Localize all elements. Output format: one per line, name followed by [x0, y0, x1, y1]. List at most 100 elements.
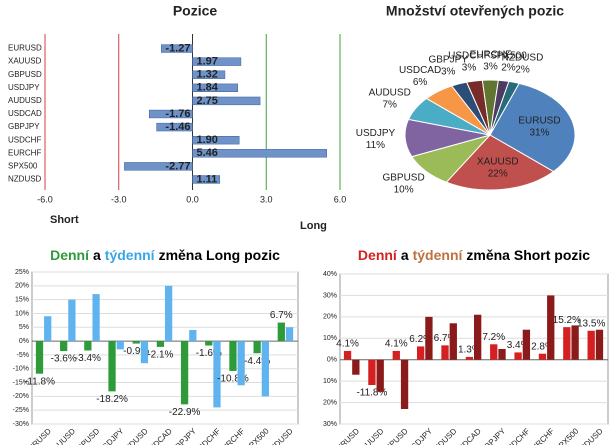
- bar: [498, 349, 506, 360]
- bar: [538, 353, 547, 360]
- slice-label: SPX500: [490, 50, 527, 61]
- slice-value: 2%: [515, 64, 530, 75]
- y-tick-label: -10%: [13, 366, 29, 373]
- x-tick-label: USDCHF: [192, 426, 222, 445]
- title-part: změna Long pozic: [159, 247, 281, 263]
- y-tick-label: -20%: [13, 393, 29, 400]
- bar: [92, 294, 100, 342]
- slice-value: 2%: [501, 62, 516, 73]
- bar: [261, 341, 269, 397]
- slice-value: 3%: [441, 66, 456, 77]
- chart-title: Množství otevřených pozic: [386, 3, 564, 19]
- slice-value: 3%: [462, 63, 477, 74]
- value-label: -1.46: [165, 121, 190, 133]
- bar: [522, 329, 531, 360]
- value-label: -3.6%: [51, 354, 77, 365]
- value-label: 15.2%: [553, 315, 581, 326]
- bar: [192, 70, 226, 79]
- value-label: 1.84: [197, 82, 219, 94]
- bar: [68, 299, 76, 342]
- title-part: Denní: [50, 247, 90, 263]
- slice-label: GBPUSD: [382, 172, 424, 183]
- chart-title: Denní a týdenní změna Long pozic: [50, 247, 280, 263]
- bar: [60, 341, 68, 352]
- bar: [180, 341, 189, 405]
- y-tick-label: GBPUSD: [8, 70, 42, 79]
- title-part: a: [93, 247, 101, 263]
- bar: [352, 359, 360, 375]
- y-tick-label: 0%: [19, 338, 29, 345]
- value-label: 1.97: [197, 56, 218, 68]
- bar: [392, 350, 400, 360]
- bar: [547, 295, 555, 360]
- y-tick-label: 20%: [323, 314, 337, 321]
- value-label: 13.5%: [577, 318, 605, 329]
- slice-label: GBPJPY: [428, 54, 468, 65]
- value-label: 2.8%: [531, 341, 554, 352]
- slice-label: NZDUSD: [502, 52, 544, 63]
- x-tick-label: 3.0: [260, 194, 273, 204]
- value-label: 1.90: [197, 134, 218, 146]
- slice-value: 10%: [394, 184, 414, 195]
- y-tick-label: USDCAD: [8, 109, 42, 118]
- y-tick-label: 10%: [323, 335, 337, 342]
- chart-title: Denní a týdenní změna Short pozic: [358, 247, 590, 263]
- bar: [156, 341, 165, 347]
- y-tick-label: AUDUSD: [8, 96, 42, 105]
- bar: [474, 314, 482, 360]
- axis-label: Long: [300, 220, 327, 232]
- x-tick-label: NZDUSD: [265, 426, 295, 445]
- bar: [192, 83, 238, 92]
- bar: [140, 341, 149, 364]
- pie-slice: [445, 134, 555, 191]
- bar: [425, 316, 433, 360]
- bar: [449, 323, 457, 360]
- slice-value: 3%: [483, 61, 498, 72]
- slice-label: USDCHF: [448, 51, 490, 62]
- bar: [285, 327, 294, 342]
- bar: [343, 350, 352, 360]
- bar: [563, 327, 571, 360]
- y-tick-label: 0%: [327, 357, 337, 364]
- slice-value: 6%: [413, 77, 428, 88]
- x-tick-label: GBPUSD: [380, 426, 410, 445]
- slice-label: EURUSD: [518, 116, 560, 127]
- value-label: 2.75: [197, 95, 218, 107]
- slice-value: 31%: [529, 128, 549, 139]
- bar: [490, 344, 498, 360]
- slice-value: 7%: [382, 100, 397, 111]
- pie-slice: [489, 80, 520, 136]
- bar: [165, 285, 173, 342]
- bar: [400, 359, 409, 409]
- y-tick-label: 10%: [323, 378, 337, 385]
- bar: [35, 341, 44, 374]
- slice-label: XAUUSD: [477, 156, 519, 167]
- value-label: 1.11: [197, 173, 218, 185]
- y-tick-label: USDJPY: [8, 83, 40, 92]
- bar: [368, 359, 376, 385]
- bar: [161, 44, 193, 53]
- value-label: 6.2%: [409, 334, 432, 345]
- x-tick-label: AUDUSD: [428, 426, 458, 445]
- x-tick-label: USDCAD: [453, 426, 483, 445]
- x-tick-label: EURUSD: [331, 426, 361, 445]
- x-tick-label: NZDUSD: [575, 426, 605, 445]
- bar: [229, 341, 237, 371]
- value-label: -1.6%: [196, 348, 222, 359]
- bar: [376, 359, 384, 392]
- bar: [192, 136, 240, 145]
- value-label: 5.46: [197, 147, 218, 159]
- bar: [189, 330, 197, 342]
- value-label: 1.3%: [458, 345, 481, 356]
- title-part: Denní: [358, 247, 398, 263]
- y-tick-label: SPX500: [8, 161, 38, 170]
- x-tick-label: XAUUSD: [356, 426, 386, 445]
- value-label: 6.7%: [270, 310, 293, 321]
- bar: [84, 341, 92, 351]
- value-label: -4.4%: [244, 356, 270, 367]
- x-tick-label: EURCHF: [217, 426, 247, 445]
- title-part: týdenní: [105, 247, 156, 263]
- bar: [108, 341, 116, 392]
- y-tick-label: 40%: [323, 271, 337, 278]
